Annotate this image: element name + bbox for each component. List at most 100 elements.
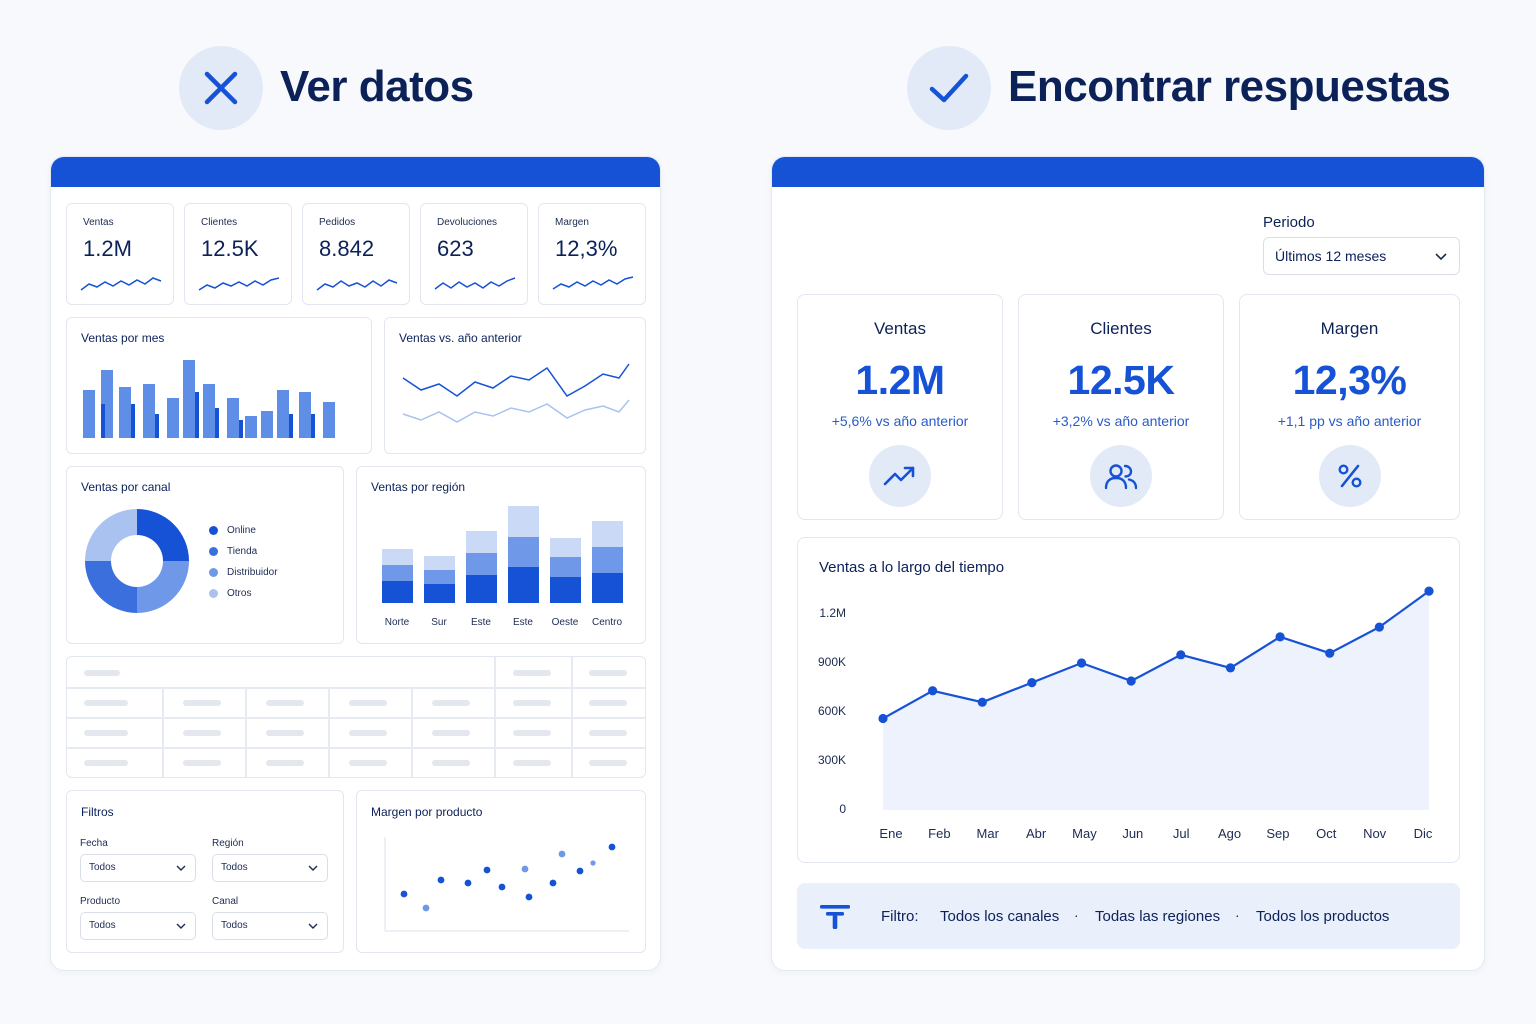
chevron-down-icon (308, 923, 318, 929)
chevron-down-icon (1435, 253, 1447, 261)
users-icon (1090, 445, 1152, 507)
kpi-label: Clientes (1090, 319, 1152, 338)
sparkline (434, 277, 516, 290)
bar-segment (592, 521, 623, 547)
region-sales-card[interactable]: Ventas por región Norte Sur Este Este Oe… (356, 466, 646, 644)
bar (203, 384, 215, 438)
sparkline (316, 279, 398, 291)
monthly-sales-card[interactable]: Ventas por mes (66, 317, 372, 454)
card-title: Ventas por mes (81, 331, 165, 345)
product-margin-card[interactable]: Margen por producto (356, 790, 646, 953)
scatter-point (464, 879, 472, 887)
yoy-sales-card[interactable]: Ventas vs. año anterior (384, 317, 646, 454)
kpi-card-pedidos[interactable]: Pedidos 8.842 (302, 203, 410, 305)
card-title: Margen por producto (371, 805, 483, 819)
placeholder-text (84, 760, 128, 766)
kpi-card-devoluciones[interactable]: Devoluciones 623 (420, 203, 528, 305)
sparkline (198, 277, 280, 291)
sales-line (882, 590, 1430, 720)
card-title: Ventas por canal (81, 480, 171, 494)
x-tick-label: Jul (1172, 826, 1190, 841)
card-title: Ventas por región (371, 480, 466, 494)
chart-title: Ventas a lo largo del tiempo (819, 559, 1005, 576)
placeholder-text (349, 760, 387, 766)
y-tick-label: 600K (817, 704, 846, 718)
bar-segment (424, 584, 455, 603)
current-year-line (402, 363, 630, 397)
select-value: Todos (89, 862, 116, 873)
bar-segment (592, 573, 623, 603)
kpi-card-margen[interactable]: Margen 12,3% (538, 203, 646, 305)
date-filter-select[interactable]: Todos (80, 854, 196, 882)
filter-chip-channels[interactable]: Todos los canales (940, 908, 1060, 925)
scatter-point (590, 860, 596, 866)
kpi-card-ventas[interactable]: Ventas 1.2M (66, 203, 174, 305)
placeholder-text (513, 730, 551, 736)
placeholder-text (513, 700, 551, 706)
sparkline (80, 277, 162, 291)
kpi-label: Margen (1320, 319, 1379, 338)
bar-segment (550, 557, 581, 577)
scatter-point (608, 843, 616, 851)
data-point (977, 697, 987, 707)
kpi-delta: +3,2% vs año anterior (1052, 413, 1190, 429)
placeholder-text (432, 730, 470, 736)
area-fill (883, 591, 1429, 810)
placeholder-text (589, 700, 627, 706)
placeholder-text (513, 760, 551, 766)
period-select[interactable]: Últimos 12 meses (1263, 237, 1460, 275)
filter-chip-products[interactable]: Todos los productos (1256, 908, 1390, 925)
select-value: Todos (221, 862, 248, 873)
scatter-point (483, 866, 491, 874)
region-filter-select[interactable]: Todos (212, 854, 328, 882)
active-filter-bar[interactable]: Filtro: Todos los canales · Todas las re… (797, 883, 1460, 949)
x-tick-label: Ene (879, 826, 903, 841)
kpi-value: 8.842 (319, 236, 375, 261)
bar-segment (508, 537, 539, 567)
sales-over-time-card[interactable]: Ventas a lo largo del tiempo 1.2M 900K 600… (797, 537, 1460, 863)
kpi-card-ventas[interactable]: Ventas 1.2M +5,6% vs año anterior (797, 294, 1003, 520)
placeholder-text (183, 700, 221, 706)
x-tick-label: Oct (1316, 826, 1337, 841)
card-title: Filtros (81, 805, 114, 819)
bar-segment (592, 547, 623, 573)
bar (83, 390, 95, 438)
chevron-down-icon (176, 923, 186, 929)
kpi-card-clientes[interactable]: Clientes 12.5K (184, 203, 292, 305)
placeholder-text (84, 670, 120, 676)
kpi-card-clientes[interactable]: Clientes 12.5K +3,2% vs año anterior (1018, 294, 1224, 520)
cluttered-dashboard-panel: Ventas 1.2M Clientes 12.5K Pedidos 8.842… (50, 156, 661, 971)
table-col-divider (571, 657, 573, 777)
product-filter-select[interactable]: Todos (80, 912, 196, 940)
scatter-point (549, 879, 557, 887)
channel-filter-select[interactable]: Todos (212, 912, 328, 940)
bar (167, 398, 179, 438)
table-row-divider (67, 687, 645, 689)
chevron-down-icon (308, 865, 318, 871)
channel-legend: Online Tienda Distribuidor Otros (209, 525, 319, 615)
region-label: Norte (384, 617, 410, 628)
placeholder-text (589, 760, 627, 766)
region-label: Oeste (551, 617, 579, 628)
table-row-divider (67, 747, 645, 749)
data-table[interactable] (66, 656, 646, 778)
filter-label: Canal (212, 896, 239, 907)
kpi-card-margen[interactable]: Margen 12,3% +1,1 pp vs año anterior (1239, 294, 1460, 520)
legend-item: Otros (209, 588, 251, 599)
bar (131, 404, 135, 438)
bar-segment (466, 553, 497, 575)
region-label: Este (470, 617, 491, 628)
kpi-value: 12,3% (1292, 357, 1407, 403)
scatter-point (437, 876, 445, 884)
x-tick-label: Dic (1413, 826, 1433, 841)
placeholder-text (589, 670, 627, 676)
table-col-divider (494, 657, 496, 777)
table-col-divider (411, 687, 413, 777)
placeholder-text (266, 700, 304, 706)
filter-chip-regions[interactable]: Todas las regiones (1095, 908, 1221, 925)
table-col-divider (328, 687, 330, 777)
kpi-label: Ventas (874, 319, 926, 338)
donut-slice-distribuidor (85, 561, 137, 613)
bar (245, 416, 257, 438)
channel-sales-card[interactable]: Ventas por canal Online Tienda Distribui… (66, 466, 344, 644)
